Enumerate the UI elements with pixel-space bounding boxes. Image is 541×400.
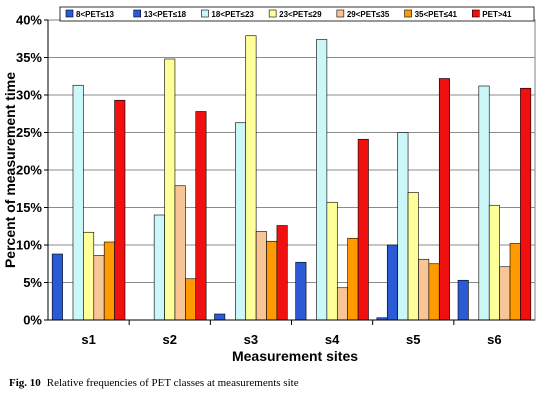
bar (195, 111, 207, 321)
legend-label: 29<PET≤35 (347, 10, 390, 19)
y-tick-label: 15% (16, 200, 42, 215)
figure-caption-text: Relative frequencies of PET classes at m… (46, 377, 299, 389)
bar (499, 266, 511, 321)
bar (509, 243, 521, 321)
bar (438, 78, 450, 321)
bar (478, 85, 490, 321)
y-tick-label: 35% (16, 50, 42, 65)
legend-swatch (133, 9, 142, 18)
bars (51, 35, 532, 321)
bar (276, 225, 288, 321)
bar (103, 241, 115, 321)
bar (386, 244, 398, 321)
bar (72, 84, 84, 321)
bar (266, 240, 278, 321)
legend-swatch (336, 9, 345, 18)
bar (255, 231, 267, 321)
x-tick-label: s3 (244, 332, 258, 347)
y-tick-label: 25% (16, 125, 42, 140)
x-tick-label: s2 (163, 332, 177, 347)
bar (428, 263, 440, 321)
legend-label: 18<PET≤23 (211, 10, 254, 19)
bar (185, 278, 197, 321)
bar (336, 287, 348, 321)
y-tick-labels: 0% 5% 10% 15% 20% 25% 30% 35% 40% (16, 13, 42, 328)
legend-box (59, 6, 535, 22)
figure-number: Fig. 10 (9, 377, 41, 389)
bar (153, 214, 165, 321)
bar (520, 87, 532, 321)
x-tick-labels: s1 s2 s3 s4 s5 s6 (81, 332, 501, 347)
legend-label: 13<PET≤18 (144, 10, 187, 19)
axes (44, 19, 535, 325)
bar (418, 258, 430, 321)
bar-chart: 0% 5% 10% 15% 20% 25% 30% 35% 40% s1 s2 s3 s4 s5 s6 P… (2, 6, 536, 364)
legend-label: 35<PET≤41 (415, 10, 458, 19)
figure-caption: Fig. 10 Relative frequencies of PET class… (9, 377, 299, 389)
x-tick-label: s4 (325, 332, 340, 347)
y-axis-title: Percent of measurement time (2, 72, 18, 268)
bar (245, 35, 257, 321)
legend-label: 8<PET≤13 (76, 10, 115, 19)
bar (164, 58, 176, 321)
x-tick-label: s5 (406, 332, 420, 347)
bar (114, 99, 126, 321)
y-tick-label: 40% (16, 13, 42, 28)
legend-swatch (65, 9, 74, 18)
y-tick-label: 0% (23, 313, 42, 328)
legend: 8<PET≤13 13<PET≤18 18<PET≤23 23<PET≤29 29<PE… (59, 6, 535, 22)
legend-swatch (201, 9, 209, 18)
legend-swatch (268, 9, 277, 18)
x-tick-label: s6 (487, 332, 501, 347)
bar (235, 122, 247, 321)
bar (295, 261, 307, 321)
legend-swatch (404, 9, 412, 18)
legend-label: 23<PET≤29 (279, 10, 322, 19)
y-tick-label: 30% (16, 88, 42, 103)
bar (326, 201, 338, 321)
bar (83, 231, 95, 321)
legend-label: PET>41 (482, 10, 512, 19)
y-tick-label: 20% (16, 163, 42, 178)
bar (316, 39, 328, 321)
bar (214, 313, 226, 321)
bar (347, 237, 359, 321)
bar (93, 255, 105, 321)
bar (357, 138, 369, 321)
bar (397, 132, 409, 321)
bar (488, 204, 500, 321)
bar (457, 279, 469, 321)
legend-swatch (471, 9, 480, 18)
x-axis-title: Measurement sites (232, 348, 358, 364)
x-tick-label: s1 (81, 332, 95, 347)
y-tick-label: 10% (16, 238, 42, 253)
y-tick-label: 5% (23, 275, 42, 290)
bar (51, 253, 63, 321)
bar (174, 185, 186, 321)
bar (407, 192, 419, 321)
